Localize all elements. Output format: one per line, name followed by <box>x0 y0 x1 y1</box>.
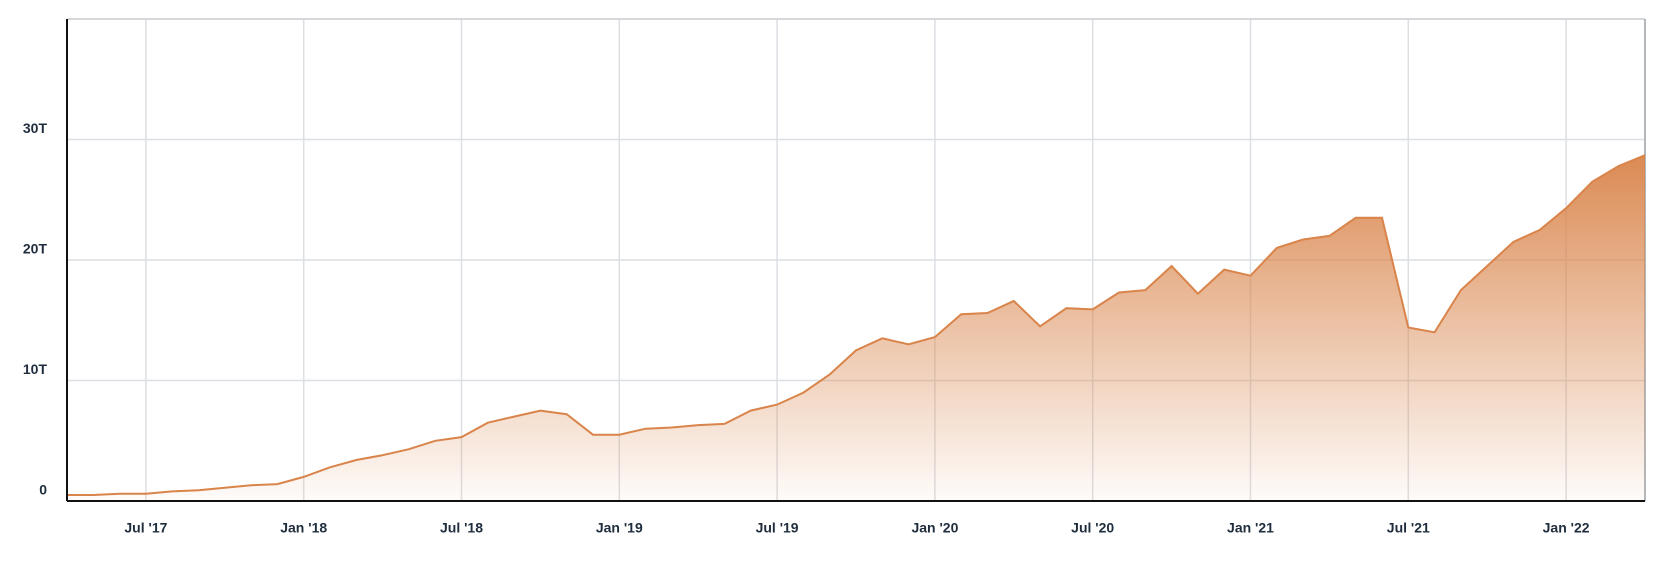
x-tick-label: Jan '21 <box>1227 520 1274 536</box>
x-tick-label: Jan '18 <box>280 520 327 536</box>
y-tick-label: 30T <box>23 120 48 136</box>
x-tick-label: Jan '20 <box>911 520 958 536</box>
area-fill <box>67 155 1645 501</box>
x-tick-label: Jul '17 <box>124 520 167 536</box>
x-tick-label: Jul '20 <box>1071 520 1114 536</box>
x-tick-label: Jul '19 <box>756 520 799 536</box>
x-tick-label: Jul '21 <box>1387 520 1430 536</box>
labels: 0 10T 20T 30T Jul '17 Jan '18 Jul '18 Jan '19 Ju… <box>23 19 1645 536</box>
y-tick-label: 0 <box>39 482 47 498</box>
x-tick-label: Jul '18 <box>440 520 483 536</box>
y-tick-label: 10T <box>23 361 48 377</box>
x-tick-label: Jan '22 <box>1543 520 1590 536</box>
plot <box>67 154 1646 501</box>
area-line <box>67 154 1646 496</box>
y-tick-label: 20T <box>23 241 48 257</box>
x-tick-label: Jan '19 <box>596 520 643 536</box>
